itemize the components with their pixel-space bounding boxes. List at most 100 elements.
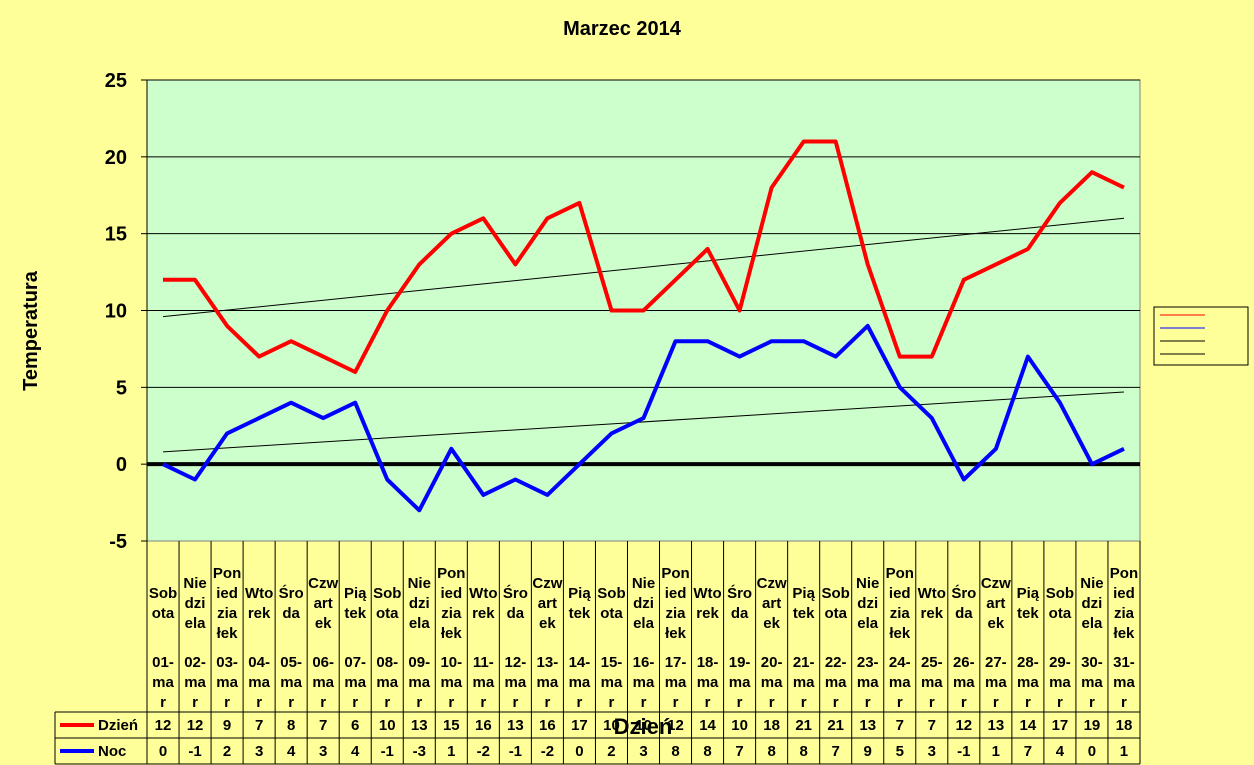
category-weekday: Wto rek xyxy=(245,585,273,622)
category-date: 25-ma r xyxy=(921,654,943,711)
category-label: Pią tek 14-ma r xyxy=(568,585,591,711)
y-tick-label: 5 xyxy=(116,377,127,399)
category-date: 18-ma r xyxy=(697,654,719,711)
data-label: 12 xyxy=(187,717,204,734)
category-label: Sob ota 08-ma r xyxy=(373,585,401,711)
data-label: -1 xyxy=(188,743,201,760)
data-label: 8 xyxy=(799,743,807,760)
data-label: 15 xyxy=(443,717,460,734)
data-label: -1 xyxy=(957,743,970,760)
category-label: Nie dzi ela 23-ma r xyxy=(856,575,879,711)
category-label: Pią tek 21-ma r xyxy=(792,585,815,711)
data-label: 8 xyxy=(703,743,711,760)
category-date: 06-ma r xyxy=(312,654,334,711)
category-weekday: Czw art ek xyxy=(532,575,562,632)
category-date: 28-ma r xyxy=(1017,654,1039,711)
data-label: 7 xyxy=(896,717,904,734)
category-date: 20-ma r xyxy=(761,654,783,711)
data-label: 12 xyxy=(955,717,972,734)
category-label: Czw art ek 20-ma r xyxy=(757,575,787,711)
category-label: Pią tek 28-ma r xyxy=(1017,585,1040,711)
category-date: 23-ma r xyxy=(857,654,879,711)
data-label: 1 xyxy=(992,743,1000,760)
category-label: Sob ota 15-ma r xyxy=(597,585,625,711)
data-label: 0 xyxy=(575,743,583,760)
data-label: 18 xyxy=(763,717,780,734)
category-label: Śro da 19-ma r xyxy=(727,584,752,711)
legend xyxy=(1153,306,1249,366)
data-label: 12 xyxy=(667,717,684,734)
category-date: 13-ma r xyxy=(537,654,559,711)
chart-title: Marzec 2014 xyxy=(563,18,681,40)
category-label: Pon ied zia łek 17-ma r xyxy=(661,565,689,711)
category-weekday: Pią tek xyxy=(792,585,815,622)
data-label: 16 xyxy=(475,717,492,734)
category-weekday: Sob ota xyxy=(1046,585,1074,622)
category-date: 07-ma r xyxy=(344,654,366,711)
data-label: -2 xyxy=(477,743,490,760)
series-group xyxy=(162,139,1125,513)
category-label: Sob ota 01-ma r xyxy=(149,585,177,711)
data-label: 3 xyxy=(928,743,936,760)
data-label: 13 xyxy=(411,717,428,734)
data-label: 4 xyxy=(351,743,360,760)
category-weekday: Sob ota xyxy=(597,585,625,622)
category-date: 08-ma r xyxy=(376,654,398,711)
category-weekday: Śro da xyxy=(279,584,304,622)
data-label: 14 xyxy=(1020,717,1037,734)
category-weekday: Czw art ek xyxy=(757,575,787,632)
category-date: 09-ma r xyxy=(408,654,430,711)
category-weekday: Sob ota xyxy=(373,585,401,622)
category-label: Nie dzi ela 16-ma r xyxy=(632,575,655,711)
category-weekday: Nie dzi ela xyxy=(632,575,655,632)
category-date: 12-ma r xyxy=(505,654,527,711)
category-weekday: Nie dzi ela xyxy=(1080,575,1103,632)
category-weekday: Śro da xyxy=(727,584,752,622)
data-label: 3 xyxy=(319,743,327,760)
category-date: 01-ma r xyxy=(152,654,174,711)
data-label: 16 xyxy=(539,717,556,734)
category-label: Pon ied zia łek 10-ma r xyxy=(437,565,465,711)
category-date: 30-ma r xyxy=(1081,654,1103,711)
data-label: 21 xyxy=(827,717,844,734)
data-label: 7 xyxy=(832,743,840,760)
category-date: 04-ma r xyxy=(248,654,270,711)
data-label: 10 xyxy=(731,717,748,734)
category-label: Śro da 12-ma r xyxy=(503,584,528,711)
category-weekday: Sob ota xyxy=(149,585,177,622)
category-label: Pią tek 07-ma r xyxy=(344,585,367,711)
data-label: 10 xyxy=(603,717,620,734)
y-tick-label: -5 xyxy=(109,531,127,553)
category-weekday: Nie dzi ela xyxy=(183,575,206,632)
y-tick-label: 10 xyxy=(105,301,127,323)
legend-box xyxy=(1153,306,1249,366)
category-label: Wto rek 11-ma r xyxy=(469,585,497,711)
data-label: 21 xyxy=(795,717,812,734)
table-series-name: Dzień xyxy=(98,717,138,734)
data-label: 8 xyxy=(287,717,295,734)
data-label: 10 xyxy=(635,717,652,734)
data-label: 13 xyxy=(507,717,524,734)
category-date: 19-ma r xyxy=(729,654,751,711)
category-weekday: Pią tek xyxy=(568,585,591,622)
category-date: 24-ma r xyxy=(889,654,911,711)
category-weekday: Pią tek xyxy=(344,585,367,622)
category-date: 10-ma r xyxy=(440,654,462,711)
category-weekday: Pon ied zia łek xyxy=(886,565,914,642)
data-label: 18 xyxy=(1116,717,1133,734)
data-label: 13 xyxy=(859,717,876,734)
data-label: -3 xyxy=(413,743,426,760)
category-label: Nie dzi ela 02-ma r xyxy=(183,575,206,711)
trendline-2 xyxy=(162,391,1125,453)
data-label: 13 xyxy=(988,717,1005,734)
data-label: 7 xyxy=(735,743,743,760)
category-date: 16-ma r xyxy=(633,654,655,711)
category-label: Pon ied zia łek 24-ma r xyxy=(886,565,914,711)
category-weekday: Pon ied zia łek xyxy=(213,565,241,642)
category-date: 21-ma r xyxy=(793,654,815,711)
data-label: 0 xyxy=(1088,743,1096,760)
data-label: 17 xyxy=(1052,717,1069,734)
category-label: Czw art ek 13-ma r xyxy=(532,575,562,711)
trendline-1 xyxy=(162,217,1125,318)
